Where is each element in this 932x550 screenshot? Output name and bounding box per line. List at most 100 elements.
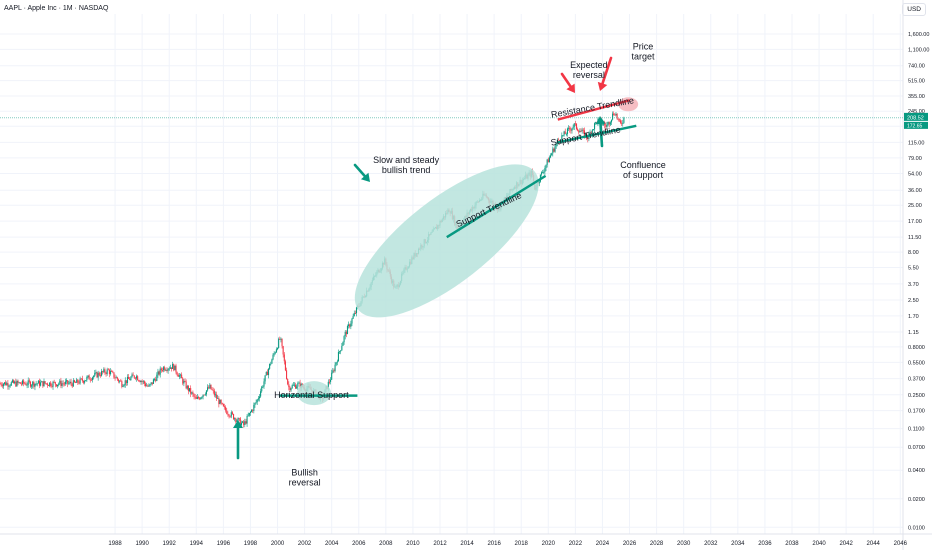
candle-body — [40, 382, 42, 386]
candle-body — [157, 371, 159, 375]
candle-body — [601, 124, 604, 126]
price-target-arrow-head — [597, 81, 608, 91]
candle-body — [128, 376, 130, 379]
candle-body — [188, 388, 191, 392]
y-tick-label: 0.1100 — [908, 427, 924, 433]
candle-body — [237, 417, 239, 421]
candle-body — [150, 382, 152, 385]
candle-body — [562, 135, 564, 137]
candle-body — [25, 383, 27, 386]
candle-body — [93, 375, 95, 378]
candle-body — [47, 385, 50, 386]
candle-body — [14, 381, 16, 384]
y-tick-label: 1.70 — [908, 314, 919, 320]
candle-body — [589, 132, 591, 133]
candle-body — [274, 352, 276, 354]
candle-body — [96, 372, 98, 378]
candle-body — [108, 369, 110, 375]
candle-body — [147, 385, 149, 387]
candle-body — [140, 380, 142, 383]
candle-body — [227, 413, 229, 415]
candle-body — [207, 387, 209, 391]
candle-body — [36, 383, 38, 385]
support-trendline-2 — [557, 124, 637, 144]
candle-body — [262, 386, 264, 388]
candle-body — [554, 146, 556, 152]
candle-body — [594, 123, 596, 130]
candle-body — [332, 370, 334, 373]
candle-body — [297, 383, 299, 387]
candle-body — [354, 313, 356, 314]
candle-body — [286, 370, 288, 379]
candle-body — [231, 412, 233, 415]
candle-body — [137, 376, 139, 381]
candle-body — [69, 381, 71, 384]
candle-body — [570, 129, 572, 131]
candle-body — [81, 378, 83, 381]
candle-body — [246, 416, 248, 424]
candle-body — [352, 316, 354, 319]
candle-body — [28, 380, 30, 382]
y-tick-label: 0.2500 — [908, 393, 925, 399]
grid-lines — [0, 14, 903, 534]
candle-body — [195, 396, 197, 399]
candle-body — [252, 409, 254, 411]
candle-body — [0, 383, 2, 386]
candle-body — [185, 381, 187, 389]
candle-body — [18, 382, 20, 384]
candle-body — [230, 412, 232, 417]
candle-body — [10, 382, 12, 386]
candle-body — [258, 396, 261, 399]
bullish-reversal-arrow-head — [233, 420, 243, 428]
candle-body — [29, 381, 32, 387]
x-tick-label: 2022 — [569, 541, 583, 547]
candle-body — [16, 380, 18, 387]
annotation-line: bullish trend — [382, 165, 431, 175]
x-tick-label: 2006 — [352, 541, 366, 547]
candle-body — [45, 383, 47, 385]
trend-arrow-head — [360, 172, 370, 182]
candle-body — [544, 168, 546, 172]
candle-body — [84, 381, 86, 383]
candle-body — [571, 128, 573, 131]
candle-body — [621, 122, 623, 124]
candle-body — [184, 381, 186, 382]
trend-arrow-shaft — [353, 163, 367, 178]
price-target-arrow-shaft — [601, 56, 613, 85]
x-tick-label: 2024 — [596, 541, 610, 547]
candle-body — [56, 384, 59, 387]
candle-body — [200, 397, 202, 400]
x-tick-label: 1996 — [217, 541, 231, 547]
candle-body — [73, 380, 76, 383]
candle-body — [245, 421, 247, 424]
annotation-line: reversal — [573, 70, 605, 80]
candle-body — [273, 353, 275, 355]
candle-body — [219, 399, 221, 405]
x-tick-label: 1990 — [135, 541, 149, 547]
y-tick-label: 11.50 — [908, 235, 921, 241]
candle-body — [283, 354, 285, 362]
candle-body — [342, 342, 344, 346]
candle-body — [141, 380, 143, 382]
x-tick-label: 2042 — [839, 541, 853, 547]
candle-body — [125, 380, 127, 383]
candle-body — [538, 181, 540, 184]
candle-body — [203, 394, 205, 396]
candle-body — [214, 394, 217, 396]
candle-body — [22, 380, 24, 384]
candle-body — [196, 397, 198, 399]
candle-body — [49, 382, 51, 386]
confluence-arrow — [595, 116, 606, 148]
candle-body — [79, 378, 81, 384]
candle-body — [95, 372, 97, 374]
candle-body — [556, 139, 558, 144]
candle-body — [178, 375, 180, 377]
candle-body — [248, 412, 250, 416]
candle-body — [295, 384, 297, 389]
candle-body — [235, 418, 237, 422]
candle-body — [71, 383, 73, 387]
candle-body — [179, 374, 182, 376]
candle-body — [345, 331, 347, 335]
candle-body — [609, 122, 611, 125]
